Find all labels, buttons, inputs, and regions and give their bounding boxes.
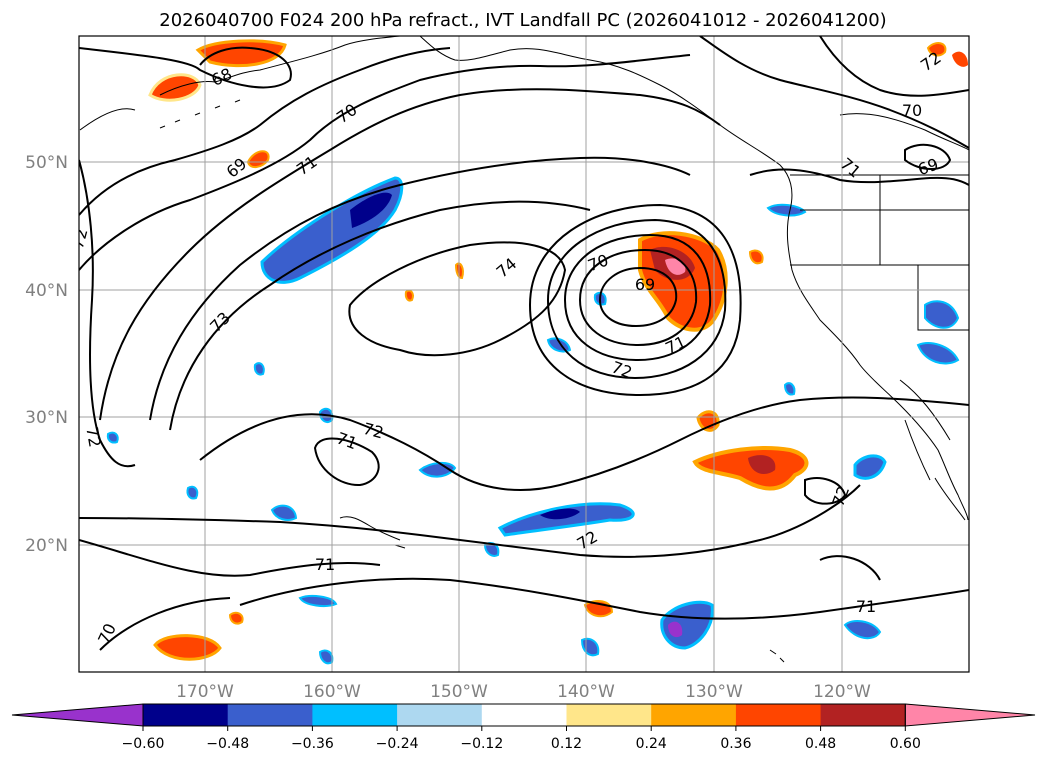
- colorbar-swatch: [651, 704, 737, 726]
- contour-label: 71: [315, 555, 335, 574]
- colorbar-ticks: −0.60 −0.48 −0.36 −0.24 −0.12 0.12 0.24 0.36 0.4…: [122, 726, 921, 752]
- latitude-labels: 50°N 40°N 30°N 20°N: [25, 153, 68, 556]
- coastlines: [79, 36, 969, 663]
- contour-label: 72: [361, 419, 386, 443]
- contour-label: 71: [856, 597, 876, 616]
- colorbar-swatch: [481, 704, 567, 726]
- colorbar-swatch: [143, 704, 229, 726]
- colorbar-tick-label: −0.60: [122, 736, 165, 752]
- colorbar-swatch: [566, 704, 652, 726]
- lat-label: 20°N: [25, 536, 68, 556]
- colorbar-extend-low: [11, 703, 144, 727]
- refractivity-contours: [79, 36, 969, 651]
- colorbar-outline: [142, 703, 906, 727]
- colorbar-extend-high: [904, 703, 1036, 727]
- map-border: [78, 35, 970, 673]
- colorbar: [11, 703, 1036, 727]
- contour-label: 69: [635, 275, 655, 294]
- lon-label: 150°W: [430, 682, 488, 702]
- colorbar-swatch: [227, 704, 313, 726]
- lat-label: 30°N: [25, 408, 68, 428]
- colorbar-tick-label: −0.12: [460, 736, 503, 752]
- colorbar-swatch: [735, 704, 822, 726]
- colorbar-tick-label: 0.36: [720, 736, 751, 752]
- lon-label: 170°W: [176, 682, 234, 702]
- lat-label: 40°N: [25, 281, 68, 301]
- longitude-labels: 170°W 160°W 150°W 140°W 130°W 120°W: [176, 682, 871, 702]
- colorbar-tick-label: 0.60: [890, 736, 921, 752]
- lon-label: 130°W: [685, 682, 743, 702]
- contour-label: 70: [902, 101, 922, 120]
- lon-label: 160°W: [303, 682, 361, 702]
- colorbar-tick-label: 0.48: [805, 736, 836, 752]
- figure-title: 2026040700 F024 200 hPa refract., IVT La…: [159, 10, 886, 31]
- colorbar-tick-label: −0.36: [291, 736, 334, 752]
- colorbar-tick-label: −0.24: [376, 736, 419, 752]
- positive-anomaly-shading: [148, 39, 968, 661]
- colorbar-tick-label: 0.24: [636, 736, 667, 752]
- map-area: [79, 36, 969, 672]
- lat-label: 50°N: [25, 153, 68, 173]
- colorbar-swatch: [397, 704, 483, 726]
- colorbar-swatch: [820, 704, 906, 726]
- lon-label: 120°W: [813, 682, 871, 702]
- lon-label: 140°W: [557, 682, 615, 702]
- colorbar-tick-label: 0.12: [551, 736, 582, 752]
- contour-label: 72: [82, 425, 104, 448]
- colorbar-swatch: [312, 704, 398, 726]
- colorbar-tick-label: −0.48: [206, 736, 249, 752]
